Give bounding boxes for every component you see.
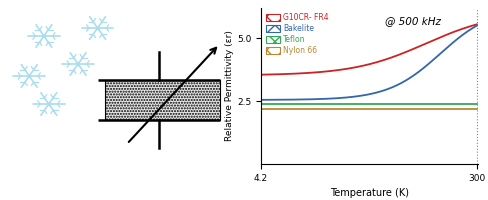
Y-axis label: Relative Permittivity (εr): Relative Permittivity (εr) bbox=[225, 31, 234, 141]
Legend: G10CR- FR4, Bakelite, Teflon, Nylon 66: G10CR- FR4, Bakelite, Teflon, Nylon 66 bbox=[265, 12, 330, 57]
Bar bbox=[105, 80, 220, 120]
X-axis label: Temperature (K): Temperature (K) bbox=[330, 188, 409, 198]
Text: @ 500 kHz: @ 500 kHz bbox=[385, 16, 441, 26]
